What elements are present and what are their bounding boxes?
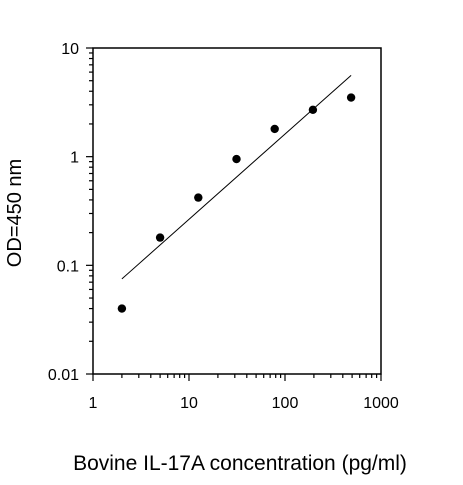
x-tick-label: 100 <box>272 395 299 412</box>
y-axis-label: OD=450 nm <box>4 159 26 267</box>
plot-frame <box>92 47 382 375</box>
y-axis-ticks: 0.01 0.1 1 10 <box>48 41 93 384</box>
y-tick-label: 1 <box>70 150 79 167</box>
x-tick-label: 1 <box>89 395 98 412</box>
fit-line-layer <box>121 74 352 280</box>
y-tick-label: 0.1 <box>57 258 79 275</box>
fit-line <box>121 74 352 280</box>
x-axis-label: Bovine IL-17A concentration (pg/ml) <box>73 452 407 475</box>
data-point <box>346 93 356 102</box>
data-point <box>117 304 127 313</box>
data-points-layer <box>117 93 356 313</box>
y-tick-label: 10 <box>61 41 79 58</box>
x-tick-label: 1000 <box>363 395 399 412</box>
data-point <box>270 124 279 134</box>
data-point <box>232 154 241 164</box>
data-point <box>194 193 203 202</box>
y-tick-label: 0.01 <box>48 367 79 384</box>
data-point <box>308 105 318 114</box>
data-point <box>155 233 165 242</box>
x-tick-label: 10 <box>180 395 198 412</box>
x-axis-ticks: 1 10 100 1000 <box>89 374 399 412</box>
